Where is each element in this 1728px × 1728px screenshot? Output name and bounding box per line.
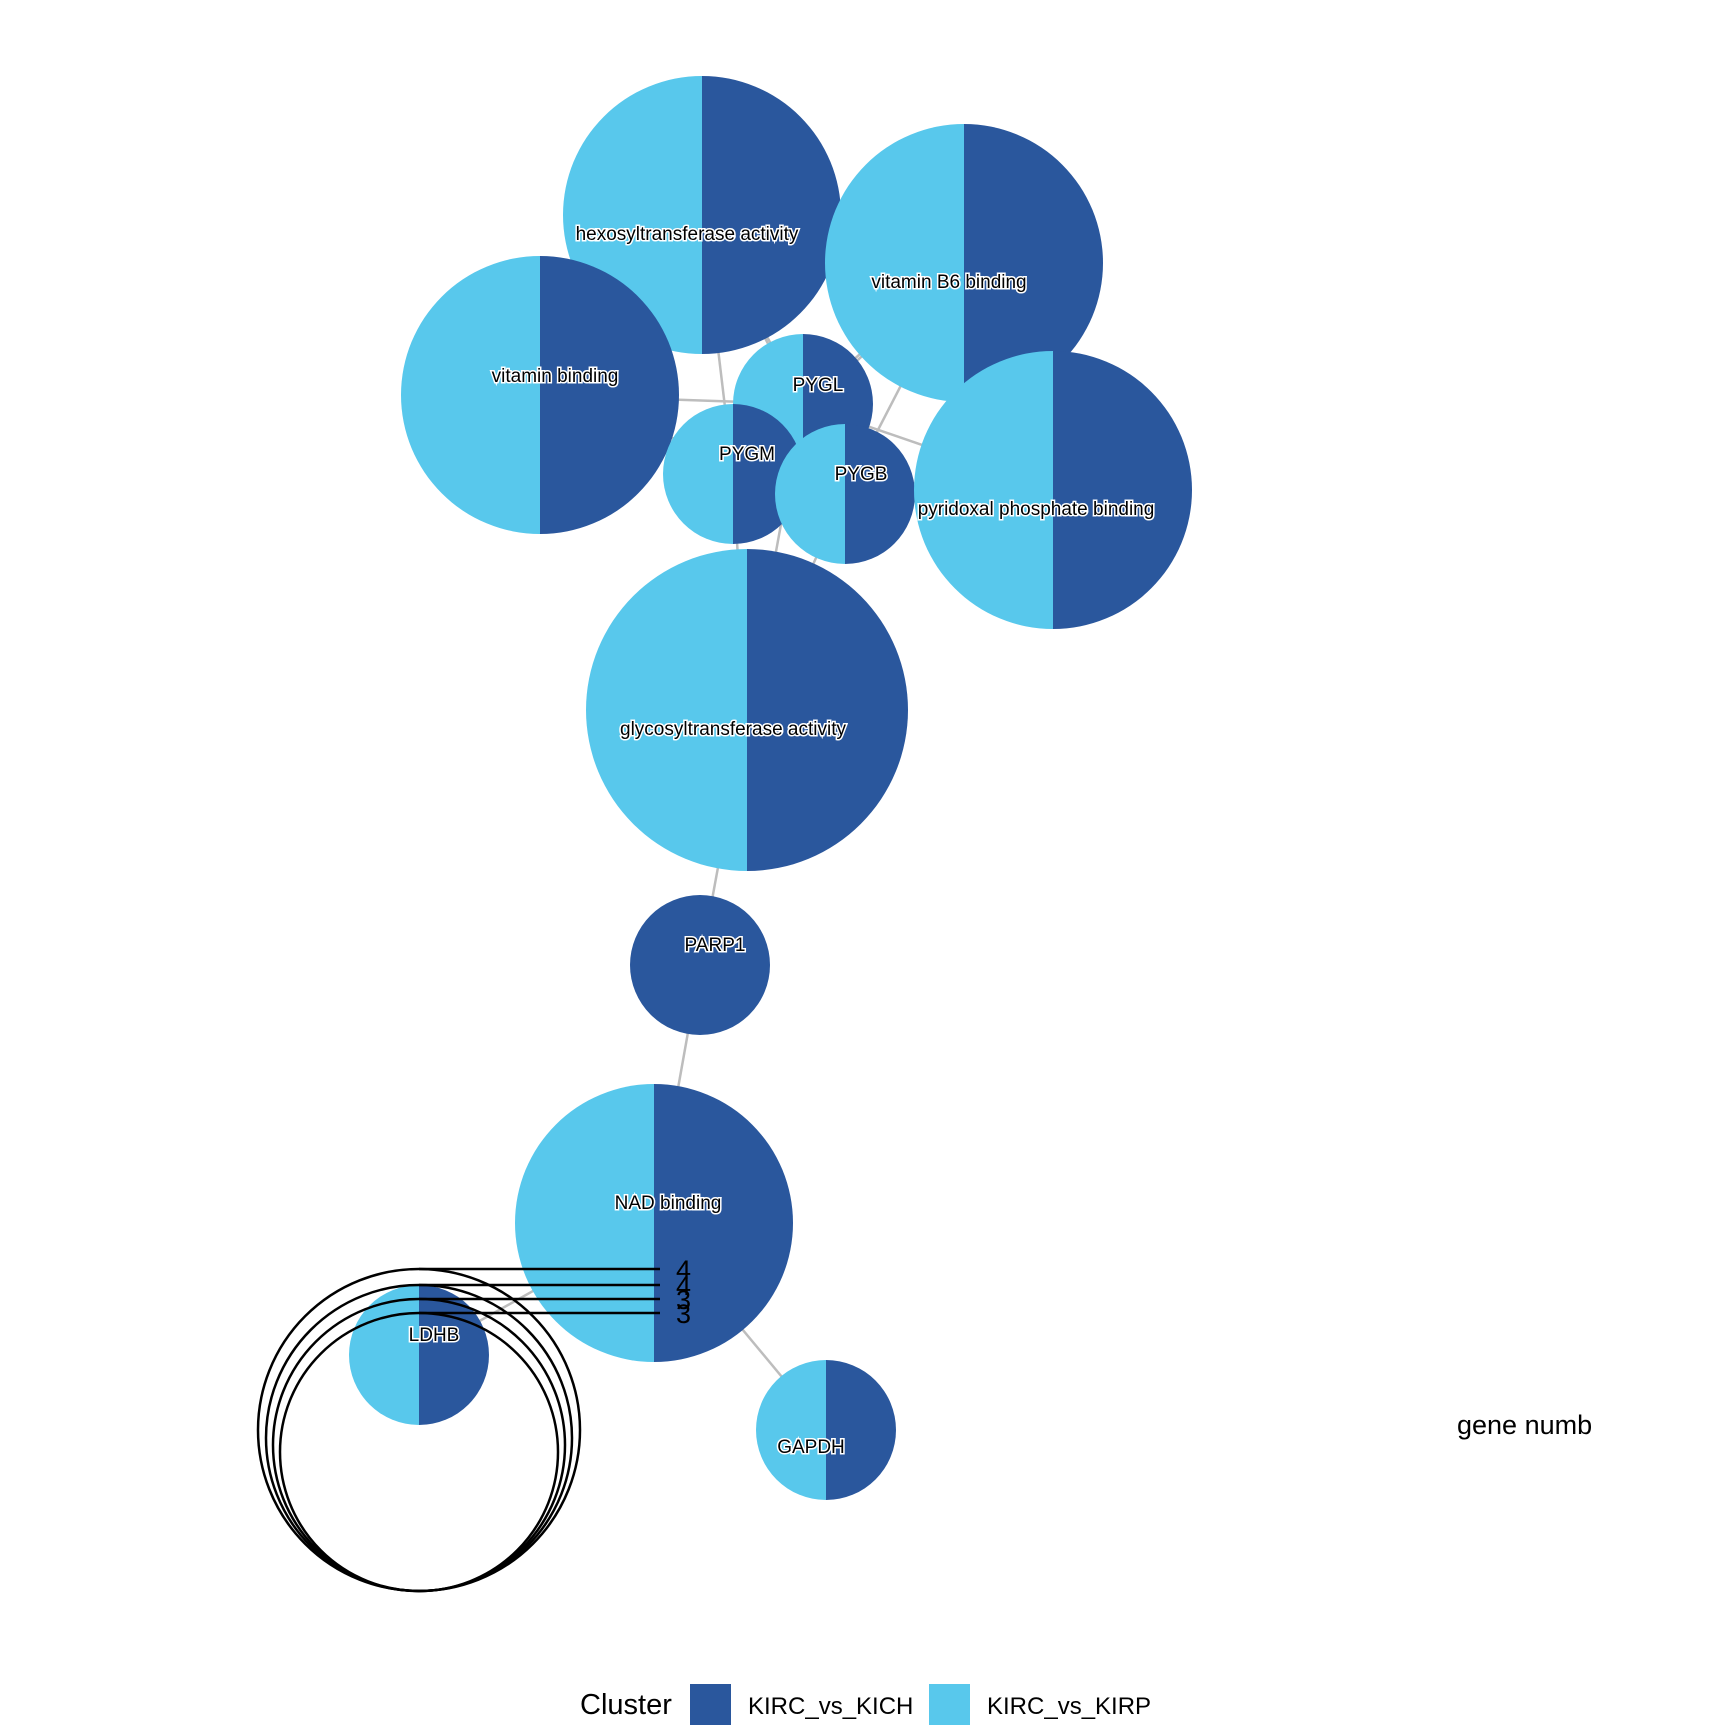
node-pyridoxal xyxy=(914,351,1192,629)
node-slice-kirc-vs-kich xyxy=(419,1285,489,1425)
node-label-parp1: PARP1 xyxy=(685,935,746,956)
node-slice-kirc-vs-kirp xyxy=(756,1360,826,1500)
node-slice-kirc-vs-kirp xyxy=(586,549,747,871)
node-slice-kirc-vs-kirp xyxy=(515,1084,654,1362)
node-pygb xyxy=(775,424,915,564)
node-slice-kirc-vs-kich xyxy=(964,124,1103,402)
legend-title: Cluster xyxy=(580,1689,672,1721)
node-slice-kirc-vs-kirp xyxy=(663,404,733,544)
node-slice-kirc-vs-kich xyxy=(1053,351,1192,629)
node-label-gapdh: GAPDH xyxy=(777,1437,845,1458)
node-label-pygl: PYGL xyxy=(793,375,844,396)
node-slice-kirc-vs-kirp xyxy=(349,1285,419,1425)
legend-label-kirc-vs-kich: KIRC_vs_KICH xyxy=(748,1693,913,1720)
node-label-hexosyltransferase: hexosyltransferase activity xyxy=(576,224,799,245)
size-legend-title: gene numb xyxy=(1457,1410,1592,1440)
cluster-legend: Cluster KIRC_vs_KICH KIRC_vs_KIRP xyxy=(580,1684,1151,1725)
node-slice-kirc-vs-kich xyxy=(747,549,908,871)
node-slice-kirc-vs-kirp xyxy=(775,424,845,564)
node-vitamin-binding xyxy=(401,256,679,534)
size-legend-value: 4 xyxy=(676,1255,691,1285)
node-slice-kirc-vs-kich xyxy=(654,1084,793,1362)
node-label-vitamin-b6: vitamin B6 binding xyxy=(871,272,1026,293)
node-label-pygb: PYGB xyxy=(835,464,888,485)
legend-swatch-kirc-vs-kirp xyxy=(929,1684,970,1725)
label-layer: hexosyltransferase activity vitamin B6 bi… xyxy=(407,223,1156,1460)
node-slice-kirc-vs-kirp xyxy=(825,124,964,402)
node-vitamin-b6 xyxy=(825,124,1103,402)
node-ldhb xyxy=(349,1285,489,1425)
node-parp1 xyxy=(630,895,770,1035)
node-slice-kirc-vs-kich xyxy=(540,256,679,534)
node-label-vitamin-binding: vitamin binding xyxy=(492,366,619,387)
node-label-nad-binding: NAD binding xyxy=(615,1193,722,1214)
size-legend-value: 3 xyxy=(676,1299,691,1329)
node-gapdh xyxy=(756,1360,896,1500)
legend-swatch-kirc-vs-kich xyxy=(690,1684,731,1725)
node-layer xyxy=(349,76,1192,1500)
size-legend-value: 4 xyxy=(676,1271,691,1301)
node-label-pygm: PYGM xyxy=(719,444,775,465)
size-legend-value: 3 xyxy=(676,1285,691,1315)
node-glycosyltransferase xyxy=(586,549,908,871)
node-slice-kirc-vs-kich xyxy=(826,1360,896,1500)
node-slice-kirc-vs-kirp xyxy=(914,351,1053,629)
legend-label-kirc-vs-kirp: KIRC_vs_KIRP xyxy=(987,1693,1151,1720)
node-label-glycosyltransferase: glycosyltransferase activity xyxy=(620,719,846,740)
node-slice-kirc-vs-kirp xyxy=(401,256,540,534)
node-slice-kirc-vs-kich xyxy=(845,424,915,564)
node-nad-binding xyxy=(515,1084,793,1362)
node-slice-kirc-vs-kich xyxy=(630,895,770,1035)
node-label-ldhb: LDHB xyxy=(409,1325,460,1346)
node-label-pyridoxal: pyridoxal phosphate binding xyxy=(918,499,1155,520)
node-slice-kirc-vs-kich xyxy=(702,76,841,354)
